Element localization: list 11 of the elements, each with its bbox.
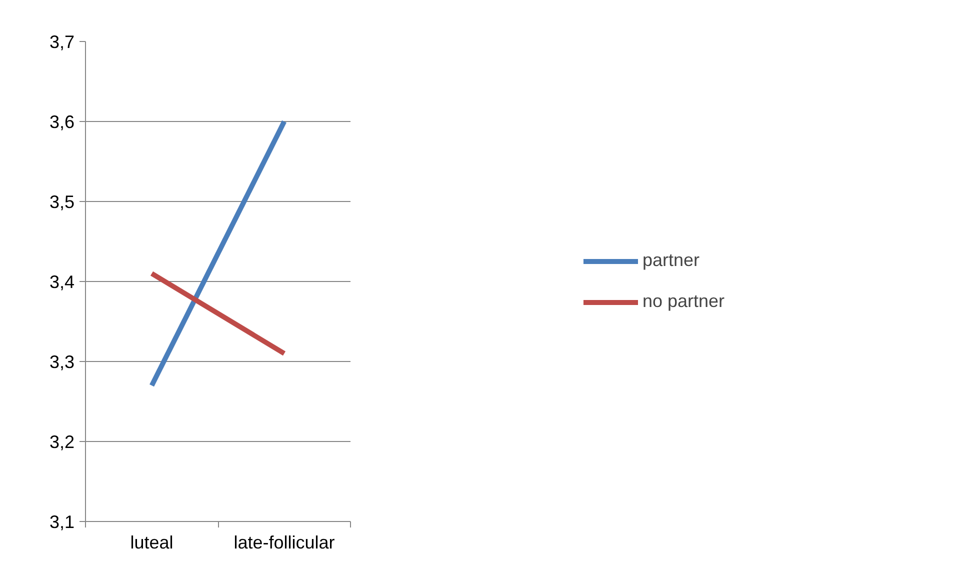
- y-tick-label: 3,5: [49, 192, 75, 212]
- legend-label: partner: [642, 250, 700, 271]
- x-tick-label: late-follicular: [234, 532, 335, 552]
- y-tick-label: 3,1: [49, 512, 75, 532]
- y-tick-label: 3,3: [49, 352, 75, 372]
- y-tick-label: 3,2: [49, 432, 75, 452]
- y-tick-label: 3,6: [49, 112, 75, 132]
- x-tick-label: luteal: [130, 532, 174, 552]
- y-tick-label: 3,7: [49, 32, 75, 52]
- legend-label: no partner: [642, 291, 725, 312]
- y-tick-label: 3,4: [49, 272, 75, 292]
